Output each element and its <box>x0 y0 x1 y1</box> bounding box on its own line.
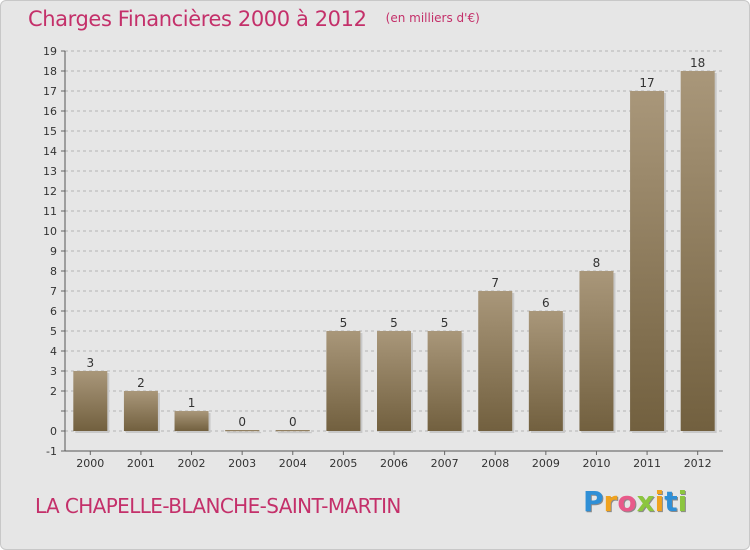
y-tick-label: 6 <box>50 305 57 318</box>
bar <box>630 91 665 431</box>
x-tick-label: 2004 <box>279 457 307 470</box>
bar <box>275 430 310 432</box>
bar-value-label: 0 <box>289 415 297 429</box>
y-tick-label: 16 <box>43 105 57 118</box>
y-tick-label: 17 <box>43 85 57 98</box>
chart-title: Charges Financières 2000 à 2012 <box>28 7 367 31</box>
y-tick-label: 8 <box>50 265 57 278</box>
bar <box>377 331 411 431</box>
bar-value-label: 3 <box>86 356 94 370</box>
bar-value-label: 17 <box>639 76 654 90</box>
y-tick-label: 13 <box>43 165 57 178</box>
x-tick-label: 2003 <box>228 457 256 470</box>
x-tick-label: 2008 <box>481 457 509 470</box>
bar <box>579 271 614 431</box>
bar <box>225 430 260 432</box>
bar <box>478 291 513 431</box>
bar-value-label: 5 <box>390 316 398 330</box>
brand-letter: x <box>636 485 655 518</box>
y-tick-label: 14 <box>43 145 57 158</box>
bar-value-label: 7 <box>491 276 499 290</box>
proxiti-logo: Proxiti <box>583 485 687 518</box>
y-tick-label: -1 <box>46 445 57 458</box>
bar <box>326 331 361 431</box>
brand-letter: o <box>617 485 637 518</box>
x-tick-label: 2005 <box>329 457 357 470</box>
y-tick-label: 15 <box>43 125 57 138</box>
y-tick-label: 7 <box>50 285 57 298</box>
y-tick-label: 12 <box>43 185 57 198</box>
brand-letter: i <box>677 485 688 518</box>
title-block: Charges Financières 2000 à 2012 (en mill… <box>28 7 480 31</box>
y-tick-label: 2 <box>50 385 57 398</box>
x-tick-label: 2006 <box>380 457 408 470</box>
y-tick-label: 10 <box>43 225 57 238</box>
bar-value-label: 1 <box>188 396 196 410</box>
bar <box>427 331 462 431</box>
y-tick-label: 9 <box>50 245 57 258</box>
y-tick-label: 11 <box>43 205 57 218</box>
y-tick-label: 19 <box>43 45 57 58</box>
brand-letter: t <box>664 485 678 518</box>
x-tick-label: 2001 <box>127 457 155 470</box>
x-tick-label: 2010 <box>582 457 610 470</box>
bar <box>73 371 108 431</box>
x-tick-label: 2007 <box>431 457 459 470</box>
x-tick-label: 2002 <box>178 457 206 470</box>
x-tick-label: 2009 <box>532 457 560 470</box>
y-tick-label: 5 <box>50 325 57 338</box>
bar-value-label: 18 <box>690 56 705 70</box>
bar <box>680 71 715 431</box>
brand-letter: P <box>583 485 604 518</box>
x-tick-label: 2011 <box>633 457 661 470</box>
bar-value-label: 5 <box>340 316 348 330</box>
chart-subtitle: (en milliers d'€) <box>385 11 480 25</box>
y-tick-label: 4 <box>50 345 57 358</box>
bar-value-label: 2 <box>137 376 145 390</box>
bar-shadow <box>227 432 262 434</box>
y-tick-label: 0 <box>50 425 57 438</box>
x-tick-label: 2000 <box>76 457 104 470</box>
bar <box>123 391 158 431</box>
bar-value-label: 8 <box>593 256 601 270</box>
bar-shadow <box>277 432 312 434</box>
brand-letter: i <box>654 485 665 518</box>
bar-value-label: 5 <box>441 316 449 330</box>
bar-value-label: 0 <box>238 415 246 429</box>
brand-letter: r <box>603 485 618 518</box>
y-tick-label: 3 <box>50 365 57 378</box>
bar <box>174 411 209 431</box>
x-tick-label: 2012 <box>684 457 712 470</box>
y-tick-label: 18 <box>43 65 57 78</box>
bar <box>528 311 563 431</box>
bar-value-label: 6 <box>542 296 550 310</box>
commune-name: LA CHAPELLE-BLANCHE-SAINT-MARTIN <box>35 494 401 518</box>
